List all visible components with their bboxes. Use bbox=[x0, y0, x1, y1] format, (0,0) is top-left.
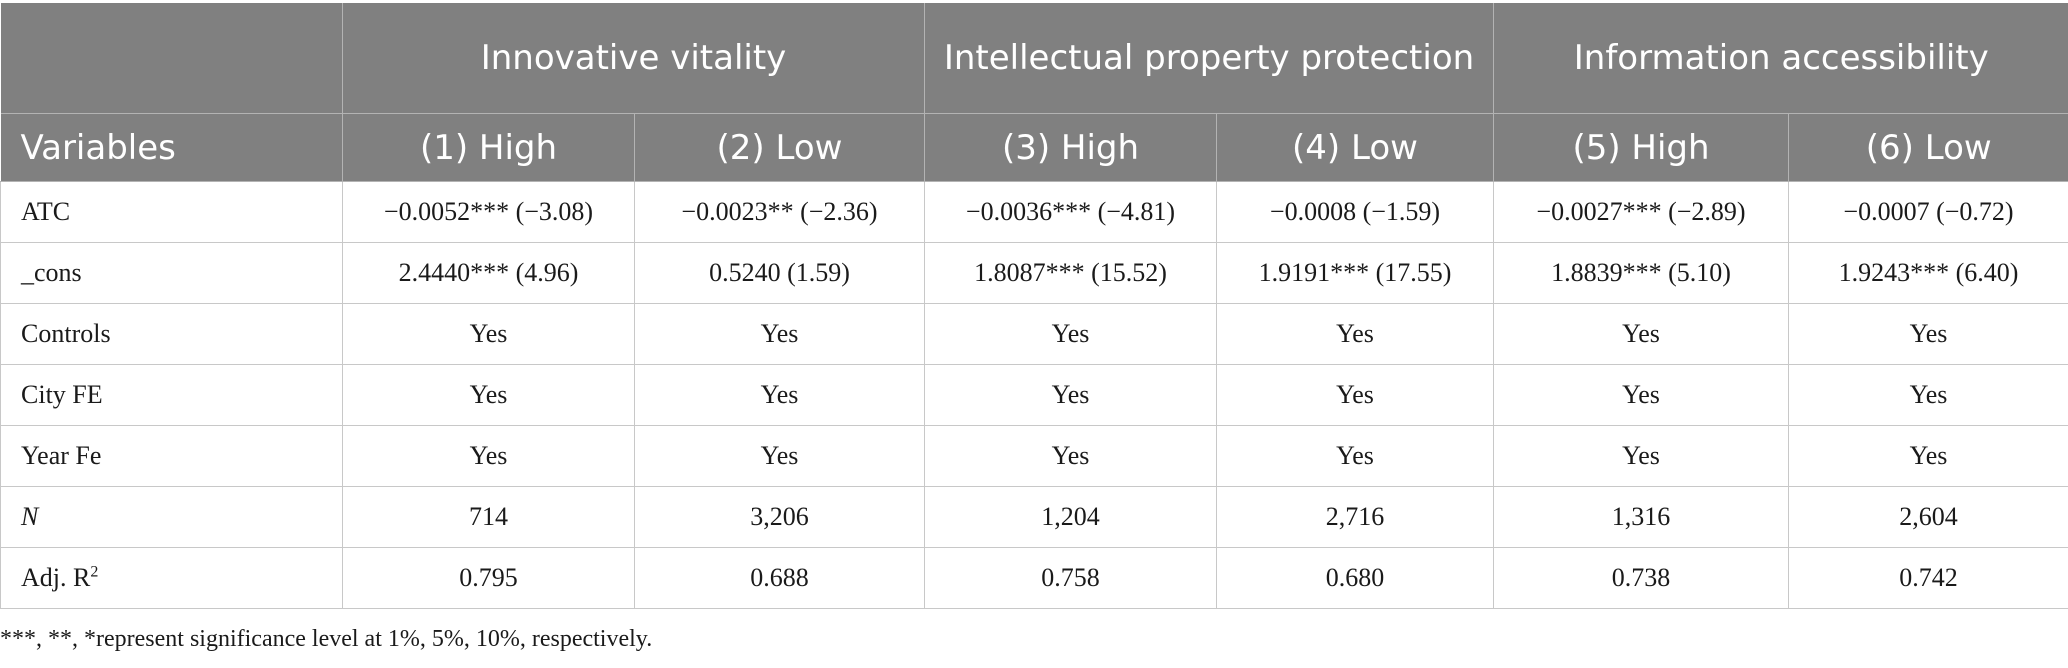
table-cell: Yes bbox=[924, 425, 1217, 487]
table-cell: Yes bbox=[342, 364, 635, 426]
table-cell: 0.688 bbox=[634, 547, 925, 609]
column-header-variables: Variables bbox=[0, 113, 343, 182]
table-cell: 0.5240 (1.59) bbox=[634, 242, 925, 304]
table-cell: 0.742 bbox=[1788, 547, 2068, 609]
table-cell: Yes bbox=[342, 425, 635, 487]
regression-table: Innovative vitality Intellectual propert… bbox=[0, 3, 2068, 609]
table-cell: 1,204 bbox=[924, 486, 1217, 548]
table-cell: Yes bbox=[1216, 364, 1494, 426]
row-label-adj-r2-text: Adj. R bbox=[21, 563, 91, 592]
table-row: Year Fe Yes Yes Yes Yes Yes Yes bbox=[0, 425, 2068, 487]
column-header-6: (6) Low bbox=[1788, 113, 2068, 182]
row-label-n: N bbox=[0, 486, 343, 548]
table-cell: 1,316 bbox=[1493, 486, 1789, 548]
table-cell: −0.0052*** (−3.08) bbox=[342, 181, 635, 243]
table-cell: Yes bbox=[634, 364, 925, 426]
group-header-innovative-vitality: Innovative vitality bbox=[342, 3, 925, 114]
table-cell: −0.0007 (−0.72) bbox=[1788, 181, 2068, 243]
table-cell: 1.8839*** (5.10) bbox=[1493, 242, 1789, 304]
group-header-ip-protection: Intellectual property protection bbox=[924, 3, 1494, 114]
table-cell: Yes bbox=[634, 425, 925, 487]
table-cell: 0.680 bbox=[1216, 547, 1494, 609]
table-cell: Yes bbox=[924, 303, 1217, 365]
table-cell: Yes bbox=[1493, 303, 1789, 365]
table-cell: −0.0027*** (−2.89) bbox=[1493, 181, 1789, 243]
column-header-2: (2) Low bbox=[634, 113, 925, 182]
table-cell: Yes bbox=[1216, 425, 1494, 487]
table-cell: 0.758 bbox=[924, 547, 1217, 609]
table-cell: 2,604 bbox=[1788, 486, 2068, 548]
table-cell: Yes bbox=[1216, 303, 1494, 365]
table-cell: −0.0008 (−1.59) bbox=[1216, 181, 1494, 243]
table-cell: Yes bbox=[1493, 425, 1789, 487]
table-footnote: ***, **, *represent significance level a… bbox=[0, 626, 653, 652]
row-label-city-fe: City FE bbox=[0, 364, 343, 426]
group-header-information-accessibility: Information accessibility bbox=[1493, 3, 2068, 114]
column-header-4: (4) Low bbox=[1216, 113, 1494, 182]
table-cell: 2,716 bbox=[1216, 486, 1494, 548]
table-cell: 1.9191*** (17.55) bbox=[1216, 242, 1494, 304]
table-cell: Yes bbox=[1788, 303, 2068, 365]
row-label-adj-r2: Adj. R2 bbox=[0, 547, 343, 609]
table-cell: −0.0036*** (−4.81) bbox=[924, 181, 1217, 243]
table-row: Controls Yes Yes Yes Yes Yes Yes bbox=[0, 303, 2068, 365]
table-row: N 714 3,206 1,204 2,716 1,316 2,604 bbox=[0, 486, 2068, 548]
table-cell: Yes bbox=[1788, 425, 2068, 487]
group-header-row: Innovative vitality Intellectual propert… bbox=[0, 3, 2068, 114]
table-cell: Yes bbox=[342, 303, 635, 365]
table-row: _cons 2.4440*** (4.96) 0.5240 (1.59) 1.8… bbox=[0, 242, 2068, 304]
column-header-3: (3) High bbox=[924, 113, 1217, 182]
column-header-row: Variables (1) High (2) Low (3) High (4) … bbox=[0, 113, 2068, 182]
table-cell: −0.0023** (−2.36) bbox=[634, 181, 925, 243]
table-cell: 1.8087*** (15.52) bbox=[924, 242, 1217, 304]
table-row: Adj. R2 0.795 0.688 0.758 0.680 0.738 0.… bbox=[0, 547, 2068, 609]
table-cell: 0.795 bbox=[342, 547, 635, 609]
table-cell: Yes bbox=[1493, 364, 1789, 426]
table-cell: Yes bbox=[924, 364, 1217, 426]
column-header-1: (1) High bbox=[342, 113, 635, 182]
table-row: City FE Yes Yes Yes Yes Yes Yes bbox=[0, 364, 2068, 426]
table-cell: 0.738 bbox=[1493, 547, 1789, 609]
table-cell: 714 bbox=[342, 486, 635, 548]
row-label-year-fe: Year Fe bbox=[0, 425, 343, 487]
table-cell: Yes bbox=[634, 303, 925, 365]
row-label-cons: _cons bbox=[0, 242, 343, 304]
superscript-2: 2 bbox=[90, 563, 99, 581]
group-header-empty bbox=[0, 3, 343, 114]
table-cell: 2.4440*** (4.96) bbox=[342, 242, 635, 304]
table-cell: Yes bbox=[1788, 364, 2068, 426]
table-cell: 3,206 bbox=[634, 486, 925, 548]
column-header-5: (5) High bbox=[1493, 113, 1789, 182]
table-cell: 1.9243*** (6.40) bbox=[1788, 242, 2068, 304]
table-row: ATC −0.0052*** (−3.08) −0.0023** (−2.36)… bbox=[0, 181, 2068, 243]
row-label-atc: ATC bbox=[0, 181, 343, 243]
row-label-controls: Controls bbox=[0, 303, 343, 365]
